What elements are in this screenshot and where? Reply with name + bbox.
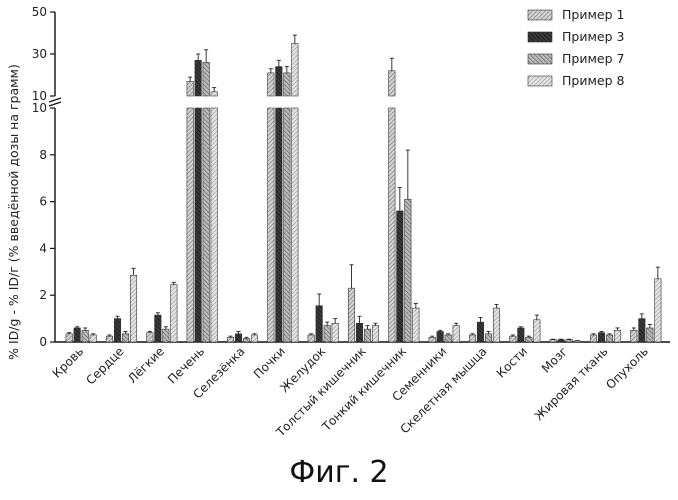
bar: [106, 336, 113, 342]
bar: [397, 211, 404, 342]
legend-swatch: [528, 32, 552, 42]
y-tick-label: 8: [39, 148, 47, 162]
bar: [82, 330, 89, 342]
y-tick-label: 30: [32, 47, 47, 61]
y-tick-label: 0: [39, 335, 47, 349]
bar: [518, 328, 525, 342]
x-tick-label: Кости: [494, 344, 530, 380]
bar: [284, 73, 291, 96]
bar: [647, 328, 654, 342]
bar: [389, 71, 396, 96]
x-tick-label: Лёгкие: [125, 344, 167, 386]
bar: [364, 329, 371, 342]
legend-label: Пример 8: [562, 73, 624, 88]
y-axis-title: % ID/g - % ID/г (% введённой дозы на гра…: [6, 64, 21, 360]
bar: [292, 108, 299, 342]
bar-chart: 0246810103050 КровьСердцеЛёгкиеПеченьСел…: [0, 0, 678, 450]
bar: [558, 340, 565, 342]
bar: [308, 335, 315, 342]
bar: [437, 331, 444, 342]
bar: [590, 335, 597, 342]
x-tick-label: Сердце: [83, 344, 126, 387]
bar: [389, 108, 396, 342]
legend: Пример 1 Пример 3 Пример 7 Пример 8: [528, 7, 624, 88]
bar: [147, 333, 154, 342]
bar: [114, 319, 121, 342]
bar: [372, 326, 379, 342]
x-tick-label: Мозг: [539, 344, 570, 375]
bar: [493, 308, 500, 342]
bar: [171, 285, 178, 342]
bar: [631, 330, 638, 342]
x-tick-label: Опухоль: [603, 344, 651, 392]
bar: [292, 44, 299, 97]
figure-caption: Фиг. 2: [0, 455, 678, 490]
bar: [90, 335, 97, 342]
bar: [655, 279, 662, 342]
bar: [243, 338, 250, 342]
bar: [187, 108, 194, 342]
x-tick-label: Кровь: [50, 344, 87, 381]
bar: [227, 337, 234, 342]
bar: [614, 330, 621, 342]
bar: [485, 334, 492, 342]
bar: [284, 108, 291, 342]
bar: [324, 326, 331, 342]
bar: [163, 329, 170, 342]
legend-swatch: [528, 10, 552, 20]
bar: [251, 335, 258, 342]
legend-label: Пример 3: [562, 29, 624, 44]
bar: [66, 334, 73, 342]
axis-break-mark: [49, 102, 61, 106]
bar: [445, 335, 452, 342]
legend-label: Пример 1: [562, 7, 624, 22]
axis-break-mark: [49, 98, 61, 102]
bar: [356, 323, 363, 342]
bar: [203, 108, 210, 342]
bar: [566, 340, 573, 342]
y-tick-label: 4: [39, 241, 47, 255]
bar: [429, 337, 436, 342]
bar: [453, 326, 460, 342]
y-tick-label: 6: [39, 195, 47, 209]
bar: [74, 328, 81, 342]
bar: [195, 60, 202, 96]
y-tick-label: 10: [32, 101, 47, 115]
bar: [211, 108, 218, 342]
y-tick-label: 2: [39, 288, 47, 302]
x-tick-label: Жировая ткань: [532, 344, 611, 423]
legend-swatch: [528, 54, 552, 64]
bar: [477, 322, 484, 342]
legend-swatch: [528, 76, 552, 86]
legend-label: Пример 7: [562, 51, 624, 66]
bar: [526, 337, 533, 342]
bar: [203, 62, 210, 96]
bar: [405, 199, 412, 342]
bar: [268, 108, 275, 342]
bar: [550, 340, 557, 342]
bar: [534, 320, 541, 342]
bar: [276, 108, 283, 342]
bar: [130, 275, 137, 342]
bar: [413, 308, 420, 342]
bar: [268, 73, 275, 96]
bar: [348, 288, 355, 342]
bar: [187, 81, 194, 96]
bar: [122, 334, 129, 342]
bar: [332, 323, 339, 342]
bar: [606, 335, 613, 342]
y-tick-label: 50: [32, 5, 47, 19]
bar: [639, 319, 646, 342]
y-tick-label: 10: [32, 89, 47, 103]
bar: [195, 108, 202, 342]
bar: [316, 306, 323, 342]
bar: [155, 315, 162, 342]
bar: [276, 67, 283, 96]
bar: [235, 334, 242, 342]
bar: [211, 92, 218, 96]
bar: [510, 336, 517, 342]
bar: [598, 333, 605, 342]
bar: [469, 335, 476, 342]
x-tick-label: Почки: [251, 344, 288, 381]
